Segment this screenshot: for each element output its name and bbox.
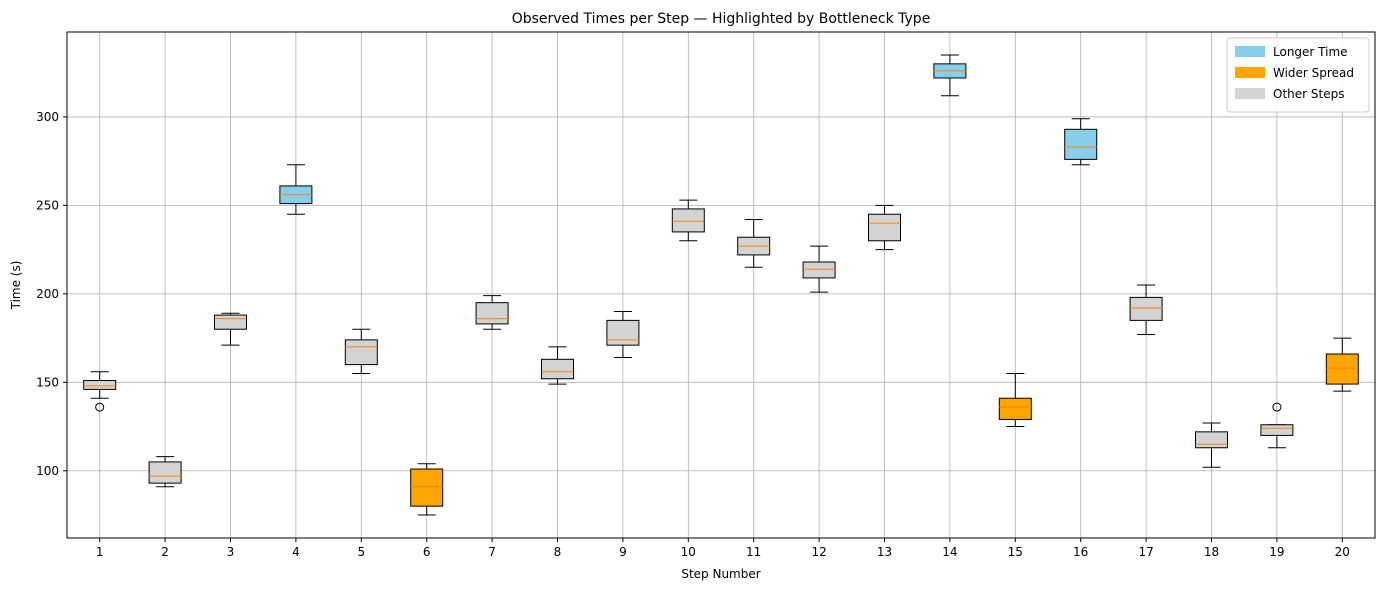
legend-label: Wider Spread — [1273, 66, 1354, 80]
x-tick-label: 6 — [423, 545, 431, 559]
y-tick-label: 150 — [36, 375, 59, 389]
box-step-20 — [1325, 337, 1359, 392]
legend-swatch — [1235, 88, 1265, 99]
x-tick-label: 16 — [1073, 545, 1088, 559]
iqr-box — [541, 358, 574, 380]
x-tick-label: 19 — [1269, 545, 1284, 559]
x-tick-label: 8 — [554, 545, 562, 559]
iqr-box — [214, 314, 247, 330]
x-tick-label: 18 — [1204, 545, 1219, 559]
plot-frame — [66, 31, 1376, 539]
iqr-box — [344, 339, 378, 366]
x-tick-label: 2 — [161, 545, 169, 559]
iqr-box — [1129, 296, 1163, 321]
legend-swatch — [1235, 67, 1265, 78]
x-tick-label: 3 — [227, 545, 235, 559]
legend: Longer Time Wider Spread Other Steps — [1226, 37, 1370, 113]
y-tick-label: 100 — [36, 464, 59, 478]
box-step-6 — [410, 463, 444, 516]
legend-label: Longer Time — [1273, 45, 1348, 59]
box-step-14 — [933, 54, 967, 97]
box-step-17 — [1129, 284, 1163, 336]
iqr-box — [148, 461, 182, 484]
x-tick-label: 12 — [811, 545, 826, 559]
iqr-box — [606, 319, 640, 346]
box-step-13 — [868, 204, 901, 251]
box-layer — [83, 54, 1359, 516]
x-tick-label: 11 — [746, 545, 761, 559]
x-tick-label: 9 — [619, 545, 627, 559]
box-step-10 — [671, 199, 705, 242]
box-step-1 — [83, 371, 117, 412]
box-step-12 — [802, 245, 836, 293]
box-step-16 — [1064, 118, 1098, 166]
box-step-15 — [998, 372, 1032, 428]
iqr-box — [1260, 424, 1294, 436]
x-tick-label: 7 — [488, 545, 496, 559]
iqr-box — [868, 213, 901, 242]
tick-layer: 1 2 3 4 5 6 7 8 9 10 11 12 13 14 15 16 17 18 19 20100150200… — [36, 110, 1350, 559]
box-step-7 — [475, 295, 509, 330]
iqr-box — [83, 380, 117, 390]
x-tick-label: 4 — [292, 545, 300, 559]
x-axis-label: Step Number — [681, 567, 760, 581]
x-tick-label: 13 — [877, 545, 892, 559]
x-tick-label: 20 — [1335, 545, 1350, 559]
x-tick-label: 17 — [1138, 545, 1153, 559]
x-tick-label: 10 — [681, 545, 696, 559]
x-tick-label: 15 — [1008, 545, 1023, 559]
grid-layer — [67, 32, 1375, 538]
box-step-8 — [541, 346, 574, 385]
iqr-box — [1195, 431, 1228, 449]
legend-swatch — [1235, 46, 1265, 57]
box-step-3 — [214, 312, 247, 346]
iqr-box — [1064, 128, 1098, 160]
box-step-2 — [148, 456, 182, 488]
box-step-19 — [1260, 402, 1294, 449]
y-tick-label: 250 — [36, 198, 59, 212]
iqr-box — [475, 302, 509, 325]
legend-label: Other Steps — [1273, 87, 1344, 101]
outlier-point — [1272, 402, 1282, 412]
outlier-point — [95, 402, 105, 412]
iqr-box — [802, 261, 836, 279]
box-step-18 — [1195, 422, 1228, 468]
iqr-box — [998, 397, 1032, 420]
iqr-box — [1325, 353, 1359, 385]
y-tick-label: 200 — [36, 287, 59, 301]
x-tick-label: 1 — [96, 545, 104, 559]
iqr-box — [410, 468, 444, 507]
box-step-11 — [737, 219, 771, 268]
y-tick-label: 300 — [36, 110, 59, 124]
iqr-box — [671, 208, 705, 233]
box-step-9 — [606, 311, 640, 359]
box-step-5 — [344, 328, 378, 374]
x-tick-label: 5 — [357, 545, 365, 559]
box-step-4 — [279, 164, 313, 215]
chart-title: Observed Times per Step — Highlighted by… — [512, 11, 931, 27]
y-axis-label: Time (s) — [9, 261, 23, 311]
x-tick-label: 14 — [942, 545, 957, 559]
